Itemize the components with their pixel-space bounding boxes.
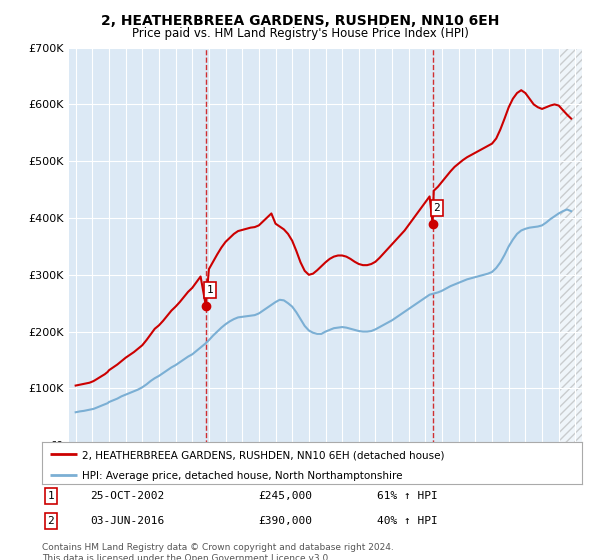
Text: 2: 2 <box>433 203 440 213</box>
Text: 1: 1 <box>207 285 214 295</box>
Text: 2: 2 <box>47 516 54 526</box>
Text: Price paid vs. HM Land Registry's House Price Index (HPI): Price paid vs. HM Land Registry's House … <box>131 27 469 40</box>
Text: 03-JUN-2016: 03-JUN-2016 <box>91 516 165 526</box>
Text: 1: 1 <box>47 491 54 501</box>
Text: 25-OCT-2002: 25-OCT-2002 <box>91 491 165 501</box>
Text: HPI: Average price, detached house, North Northamptonshire: HPI: Average price, detached house, Nort… <box>83 471 403 481</box>
Text: 40% ↑ HPI: 40% ↑ HPI <box>377 516 437 526</box>
Text: 61% ↑ HPI: 61% ↑ HPI <box>377 491 437 501</box>
Bar <box>559 48 584 445</box>
Text: 2, HEATHERBREEA GARDENS, RUSHDEN, NN10 6EH (detached house): 2, HEATHERBREEA GARDENS, RUSHDEN, NN10 6… <box>83 450 445 460</box>
Text: £390,000: £390,000 <box>258 516 312 526</box>
Text: 2, HEATHERBREEA GARDENS, RUSHDEN, NN10 6EH: 2, HEATHERBREEA GARDENS, RUSHDEN, NN10 6… <box>101 14 499 28</box>
Text: £245,000: £245,000 <box>258 491 312 501</box>
Text: Contains HM Land Registry data © Crown copyright and database right 2024.
This d: Contains HM Land Registry data © Crown c… <box>42 543 394 560</box>
